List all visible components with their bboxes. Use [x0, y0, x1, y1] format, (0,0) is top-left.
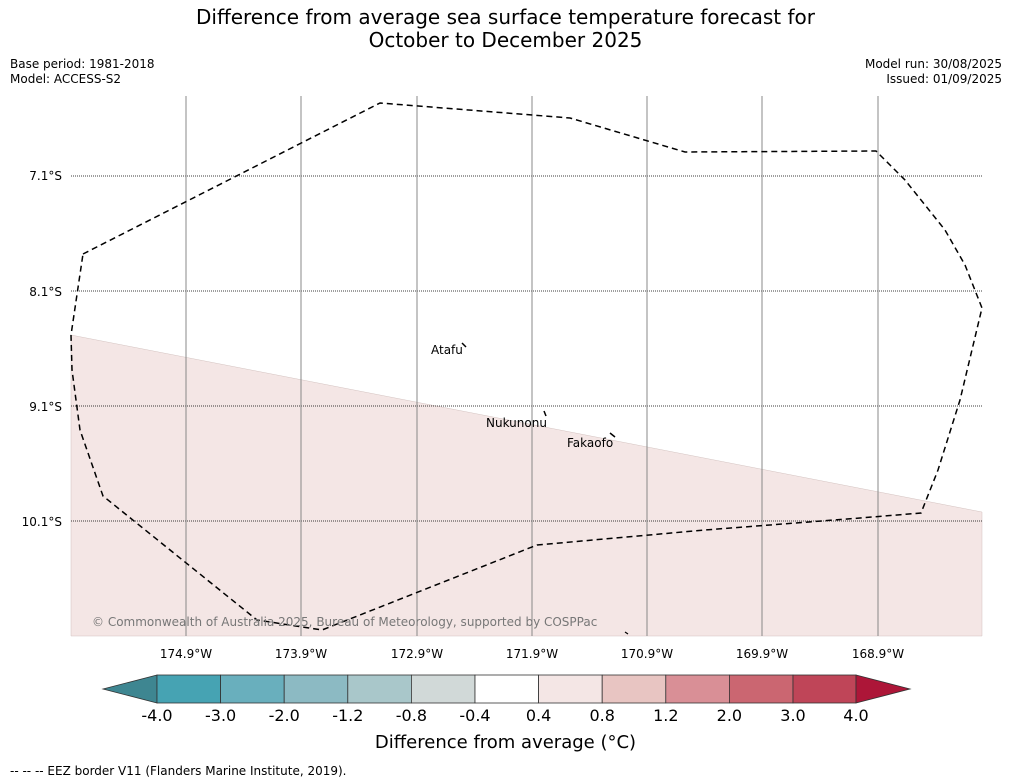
meta-left: Base period: 1981-2018 Model: ACCESS-S2: [10, 57, 155, 87]
lon-label-169-9: 169.9°W: [735, 647, 789, 661]
fakaofo-island-outline: [609, 432, 616, 438]
chart-title: Difference from average sea surface temp…: [0, 6, 1011, 52]
issued-date: Issued: 01/09/2025: [886, 72, 1002, 86]
eez-border: [70, 102, 983, 631]
colorbar-bin-5: [410, 674, 476, 704]
colorbar-tick: 4.0: [843, 706, 869, 725]
colorbar-bin-11: [792, 674, 857, 704]
colorbar-bin-9: [665, 674, 730, 704]
colorbar-bin-2: [220, 674, 285, 704]
base-period: Base period: 1981-2018: [10, 57, 155, 71]
title-line-1: Difference from average sea surface temp…: [195, 5, 815, 29]
colorbar-tick: -3.0: [204, 706, 237, 725]
colorbar-bin-4: [347, 674, 412, 704]
colorbar-tick: 2.0: [716, 706, 743, 725]
lat-label-8-1: 8.1°S: [29, 285, 62, 299]
colorbar-tick: 0.4: [525, 706, 552, 725]
lon-label-168-9: 168.9°W: [851, 647, 905, 661]
place-label-fakaofo: Fakaofo: [567, 436, 614, 450]
colorbar-title: Difference from average (°C): [374, 732, 637, 753]
atafu-island-outline: [461, 342, 467, 348]
colorbar-high-extend: [855, 674, 912, 704]
lon-label-173-9: 173.9°W: [274, 647, 328, 661]
colorbar-bin-1: [156, 674, 221, 704]
longitude-gridlines: [185, 96, 879, 636]
lat-label-9-1: 9.1°S: [29, 400, 62, 414]
model-run: Model run: 30/08/2025: [864, 57, 1002, 71]
shaded-anomaly-region: [70, 334, 983, 637]
title-line-2: October to December 2025: [368, 28, 643, 52]
eez-legend-note: -- -- -- EEZ border V11 (Flanders Marine…: [10, 764, 347, 778]
colorbar-low-extend: [101, 674, 158, 704]
colorbar-tick: 0.8: [589, 706, 615, 725]
lat-label-7-1: 7.1°S: [29, 169, 62, 183]
model-name: Model: ACCESS-S2: [10, 72, 122, 86]
place-label-nukunonu: Nukunonu: [486, 416, 547, 430]
colorbar-tick: -4.0: [141, 706, 173, 725]
lon-label-174-9: 174.9°W: [159, 647, 213, 661]
lon-label-171-9: 171.9°W: [505, 647, 559, 661]
colorbar-bin-6: [474, 674, 539, 704]
colorbar-tick: 3.0: [780, 706, 806, 725]
colorbar-tick: -0.4: [459, 706, 491, 725]
colorbar-bin-10: [729, 674, 794, 704]
lon-label-170-9: 170.9°W: [620, 647, 674, 661]
colorbar-tick: 1.2: [653, 706, 679, 725]
lon-label-172-9: 172.9°W: [390, 647, 444, 661]
place-label-atafu: Atafu: [431, 343, 463, 357]
colorbar-tick: -0.8: [395, 706, 427, 725]
small-island-outline: [624, 631, 629, 635]
lat-label-10-1: 10.1°S: [21, 515, 62, 529]
colorbar: [101, 674, 912, 704]
colorbar-tick: -1.2: [332, 706, 364, 725]
colorbar-bin-7: [538, 674, 603, 704]
meta-right: Model run: 30/08/2025 Issued: 01/09/2025: [865, 57, 1002, 87]
nukunonu-island-outline: [543, 410, 547, 417]
colorbar-bin-3: [283, 674, 349, 704]
colorbar-tick: -2.0: [268, 706, 300, 725]
copyright-notice: © Commonwealth of Australia 2025, Bureau…: [92, 615, 598, 629]
colorbar-bin-8: [601, 674, 667, 704]
